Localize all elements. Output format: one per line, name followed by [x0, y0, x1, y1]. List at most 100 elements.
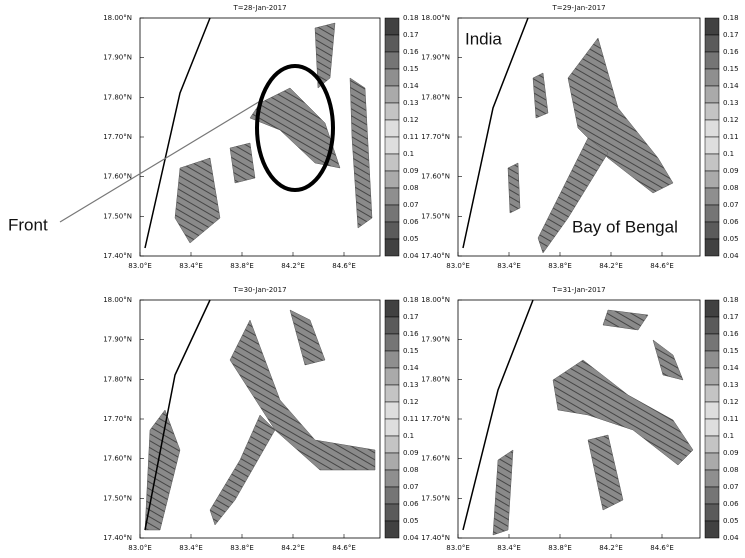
panel-title: T=31-Jan-2017 — [551, 286, 605, 294]
x-tick-label: 84.2°E — [599, 262, 623, 270]
field-feature — [507, 162, 521, 214]
colorbar-box — [384, 452, 400, 471]
colorbar-label: 0.17 — [723, 313, 739, 321]
colorbar-box — [704, 51, 720, 70]
y-tick-label: 18.00°N — [103, 296, 132, 304]
colorbar-box — [704, 333, 720, 352]
colorbar-label: 0.17 — [403, 31, 419, 39]
colorbar-label: 0.14 — [723, 82, 739, 90]
y-tick-label: 17.70°N — [103, 133, 132, 141]
colorbar-box — [384, 238, 400, 257]
colorbar-box — [384, 136, 400, 155]
colorbar-box — [704, 418, 720, 437]
colorbar-label: 0.18 — [723, 296, 739, 304]
x-tick-label: 83.4°E — [497, 544, 521, 552]
colorbar-box — [704, 316, 720, 335]
colorbar-label: 0.11 — [403, 415, 419, 423]
colorbar-label: 0.11 — [723, 133, 739, 141]
x-tick-label: 83.8°E — [548, 544, 572, 552]
colorbar-box — [384, 34, 400, 53]
field-feature — [349, 77, 373, 229]
colorbar-box — [704, 136, 720, 155]
field-feature — [289, 309, 326, 366]
colorbar-label: 0.04 — [723, 534, 739, 542]
field-feature — [652, 339, 684, 381]
colorbar-label: 0.1 — [723, 150, 734, 158]
colorbar-box — [384, 367, 400, 386]
colorbar-label: 0.12 — [723, 398, 739, 406]
y-tick-label: 17.70°N — [103, 415, 132, 423]
x-tick-label: 83.4°E — [179, 262, 203, 270]
colorbar-label: 0.18 — [723, 14, 739, 22]
colorbar-box — [384, 187, 400, 206]
field-feature — [552, 359, 694, 466]
y-tick-label: 17.40°N — [421, 534, 450, 542]
x-tick-label: 84.6°E — [650, 262, 674, 270]
colorbar-box — [384, 350, 400, 369]
colorbar-label: 0.1 — [723, 432, 734, 440]
colorbar-box — [384, 520, 400, 539]
colorbar-box — [704, 68, 720, 87]
x-tick-label: 83.4°E — [179, 544, 203, 552]
y-tick-label: 17.90°N — [421, 54, 450, 62]
field-feature — [537, 137, 609, 254]
colorbar-box — [384, 299, 400, 318]
colorbar-label: 0.1 — [403, 150, 414, 158]
colorbar-label: 0.1 — [403, 432, 414, 440]
x-tick-label: 83.0°E — [446, 544, 470, 552]
y-tick-label: 17.60°N — [421, 173, 450, 181]
colorbar-label: 0.13 — [403, 381, 419, 389]
colorbar-box — [704, 299, 720, 318]
colorbar-label: 0.15 — [723, 65, 739, 73]
plot-frame — [457, 17, 701, 257]
colorbar-box — [384, 170, 400, 189]
y-tick-label: 17.90°N — [421, 336, 450, 344]
coastline — [144, 299, 211, 531]
colorbar-label: 0.12 — [403, 398, 419, 406]
x-tick-label: 84.6°E — [332, 262, 356, 270]
coastline — [144, 17, 211, 249]
field-feature — [144, 409, 181, 531]
colorbar-box — [384, 68, 400, 87]
colorbar-box — [384, 469, 400, 488]
colorbar-box — [704, 238, 720, 257]
y-tick-label: 17.80°N — [421, 93, 450, 101]
colorbar-box — [704, 170, 720, 189]
annotation: India — [465, 29, 502, 48]
colorbar-label: 0.06 — [403, 500, 419, 508]
field-feature — [174, 157, 221, 244]
colorbar-label: 0.15 — [723, 347, 739, 355]
colorbar-box — [704, 486, 720, 505]
field-feature — [229, 142, 256, 184]
colorbar-label: 0.15 — [403, 347, 419, 355]
colorbar-label: 0.11 — [723, 415, 739, 423]
y-tick-label: 17.50°N — [421, 494, 450, 502]
y-tick-label: 17.60°N — [421, 455, 450, 463]
colorbar-label: 0.06 — [723, 500, 739, 508]
colorbar-label: 0.08 — [403, 466, 419, 474]
colorbar-box — [384, 85, 400, 104]
field-feature — [587, 434, 624, 511]
x-tick-label: 83.8°E — [230, 262, 254, 270]
y-tick-label: 17.70°N — [421, 415, 450, 423]
y-tick-label: 17.40°N — [103, 534, 132, 542]
colorbar-label: 0.14 — [723, 364, 739, 372]
x-tick-label: 84.6°E — [332, 544, 356, 552]
y-tick-label: 17.40°N — [421, 252, 450, 260]
colorbar-label: 0.08 — [403, 184, 419, 192]
x-tick-label: 83.0°E — [128, 262, 152, 270]
field-feature — [314, 22, 336, 89]
colorbar-label: 0.13 — [403, 99, 419, 107]
colorbar-label: 0.17 — [403, 313, 419, 321]
colorbar-label: 0.07 — [403, 201, 419, 209]
annotation: Bay of Bengal — [572, 217, 678, 236]
y-tick-label: 17.50°N — [103, 212, 132, 220]
panel-title: T=28-Jan-2017 — [232, 4, 286, 12]
y-tick-label: 17.80°N — [421, 375, 450, 383]
colorbar-label: 0.04 — [723, 252, 739, 260]
colorbar-box — [704, 469, 720, 488]
colorbar-box — [704, 34, 720, 53]
colorbar-box — [384, 17, 400, 36]
colorbar-label: 0.11 — [403, 133, 419, 141]
